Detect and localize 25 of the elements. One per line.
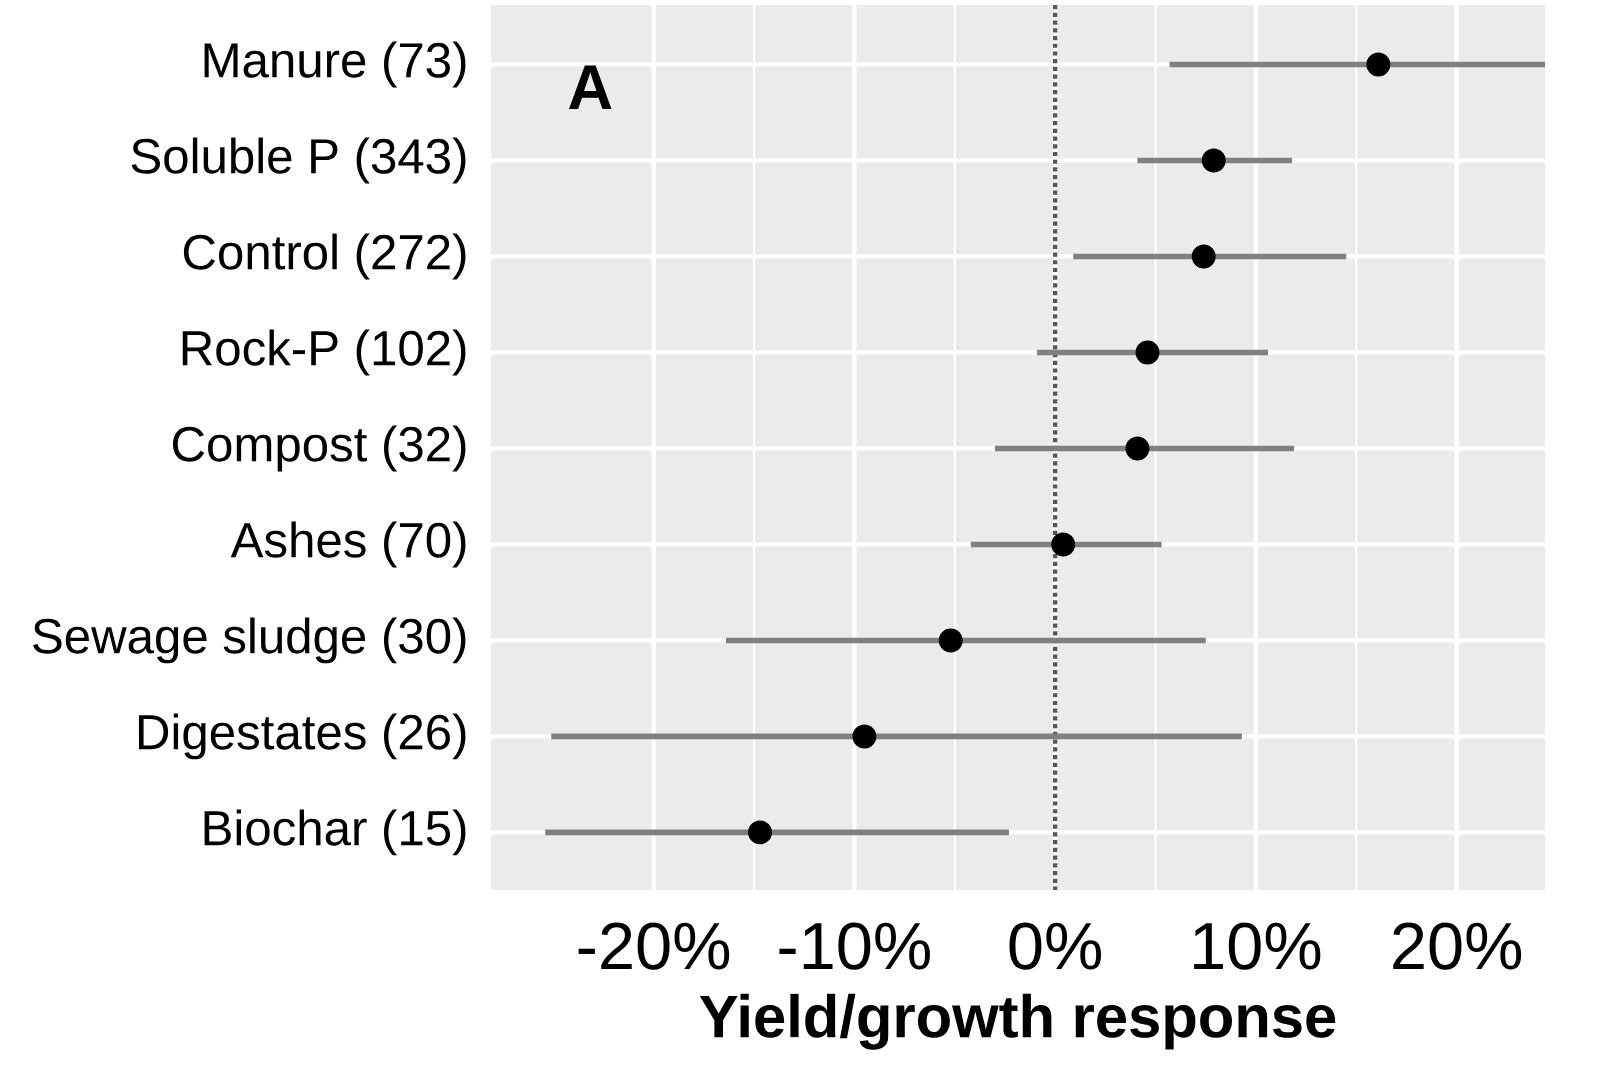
point <box>1125 436 1150 461</box>
annotation: A <box>569 65 612 109</box>
x-axis-title: Yield/growth response <box>699 993 1336 1050</box>
point <box>852 724 877 749</box>
y-tick-label: Sewage sludge (30) <box>33 617 466 664</box>
y-tick-label: Rock-P (102) <box>182 329 466 376</box>
y-tick-label: Digestates (26) <box>138 713 466 760</box>
x-tick-label: 10% <box>1194 922 1321 970</box>
y-tick-label: Soluble P (343) <box>131 137 466 184</box>
y-tick-label: Biochar (15) <box>204 809 466 856</box>
y-tick-label: Compost (32) <box>173 425 466 472</box>
point <box>748 820 772 845</box>
y-tick-label: Manure (73) <box>204 41 466 88</box>
x-tick-label: -10% <box>779 922 930 970</box>
point <box>1135 340 1160 365</box>
x-tick-label: -20% <box>578 922 730 970</box>
point <box>938 628 963 653</box>
x-tick-label: 20% <box>1393 922 1522 970</box>
point <box>1201 148 1226 173</box>
y-tick-label: Control (272) <box>183 233 466 280</box>
point <box>1366 52 1391 77</box>
y-tick-label: Ashes (70) <box>230 521 466 568</box>
x-tick-label: 0% <box>1009 922 1102 970</box>
point <box>1191 244 1216 269</box>
point <box>1051 532 1076 557</box>
